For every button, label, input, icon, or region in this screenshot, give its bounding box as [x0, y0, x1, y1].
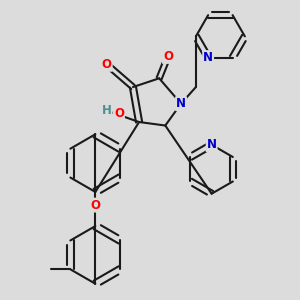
Text: O: O [163, 50, 173, 63]
Text: N: N [176, 97, 186, 110]
Text: N: N [207, 138, 217, 151]
Text: O: O [114, 107, 124, 120]
Text: O: O [90, 199, 100, 212]
Text: O: O [102, 58, 112, 71]
Text: N: N [203, 51, 213, 64]
Text: H: H [102, 104, 112, 117]
